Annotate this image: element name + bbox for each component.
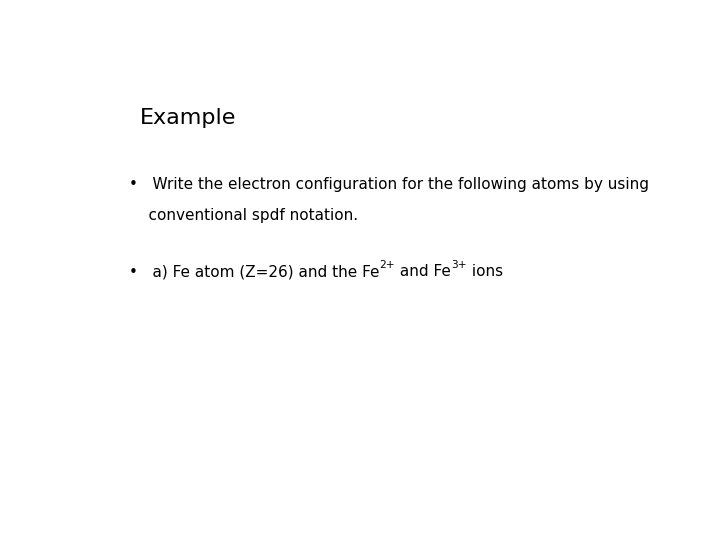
Text: and Fe: and Fe	[395, 265, 451, 279]
Text: 2+: 2+	[379, 260, 395, 269]
Text: •   Write the electron configuration for the following atoms by using: • Write the electron configuration for t…	[129, 177, 649, 192]
Text: 3+: 3+	[451, 260, 467, 269]
Text: conventional spdf notation.: conventional spdf notation.	[129, 208, 358, 223]
Text: Example: Example	[140, 109, 237, 129]
Text: ions: ions	[467, 265, 503, 279]
Text: •   a) Fe atom (Z=26) and the Fe: • a) Fe atom (Z=26) and the Fe	[129, 265, 379, 279]
